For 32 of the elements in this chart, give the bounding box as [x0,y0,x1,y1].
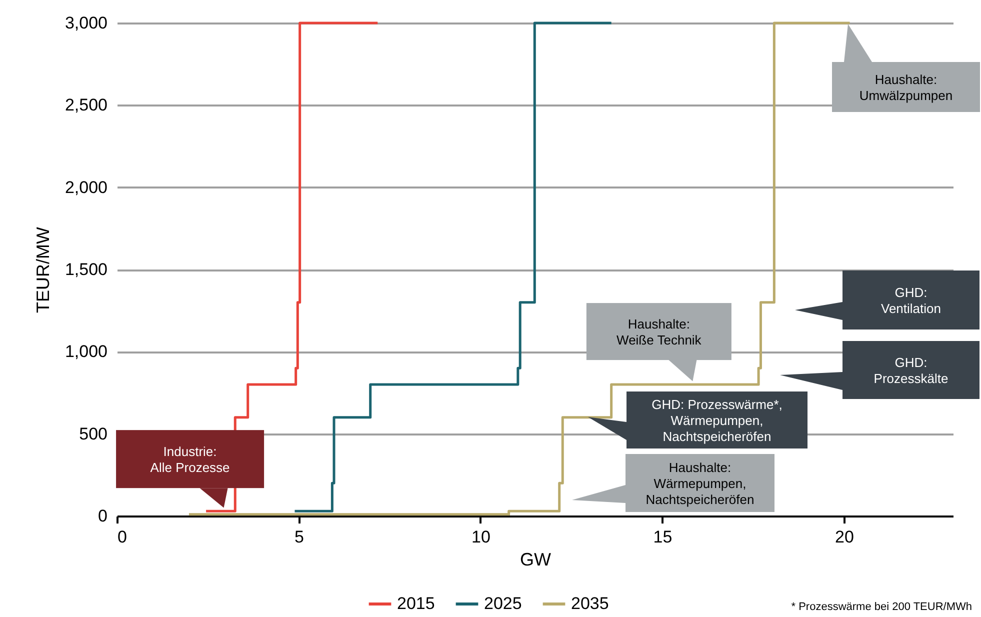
y-tick-label: 500 [79,424,108,444]
annotation: Haushalte: Umwälzpumpen [859,72,953,103]
legend-label: 2015 [397,594,435,613]
x-tick-label: 15 [653,528,672,546]
callout: Industrie: Alle Prozesse [116,430,264,508]
legend-label: 2025 [484,594,522,613]
y-tick-label: 0 [98,506,108,526]
y-tick-label: 3,000 [64,14,108,32]
x-tick-label: 0 [118,528,127,546]
x-tick-label: 20 [834,528,854,546]
annotation: Industrie: Alle Prozesse [150,444,230,476]
callout: GHD: Prozesskälte [780,341,980,399]
y-tick-label: 2,500 [64,96,108,115]
annotation: GHD: Ventilation [881,285,941,316]
annotation: Haushalte: Weiße Technik [616,316,702,348]
callout: Haushalte: Weiße Technik [586,303,732,382]
callout: Haushalte: Umwälzpumpen [832,24,980,112]
text: * Prozesswärme bei 200 TEUR/MWh [791,601,972,613]
y-tick-label: 2,000 [64,178,108,197]
y-axis-title: TEUR/MW [32,227,53,313]
callout: Haushalte: Wärmepumpen, Nachtspeicheröfen [572,454,774,512]
y-tick-label: 1,000 [64,342,108,362]
legend-label: 2035 [571,594,609,613]
x-tick-label: 5 [294,528,304,546]
y-tick-label: 1,500 [64,260,108,279]
annotation: GHD: Prozesswärme*, Wärmepumpen, Nachtspeicheröfen [652,397,782,444]
annotation: GHD: Prozesskälte [874,355,948,386]
callout: GHD: Prozesswärme*, Wärmepumpen, Nachtspeicheröfen [588,392,808,448]
x-axis-title: GW [520,550,551,570]
annotation: Haushalte: Wärmepumpen, Nachtspeicheröfen [646,460,754,507]
callout: GHD: Ventilation [795,270,980,330]
x-tick-label: 10 [472,528,490,546]
